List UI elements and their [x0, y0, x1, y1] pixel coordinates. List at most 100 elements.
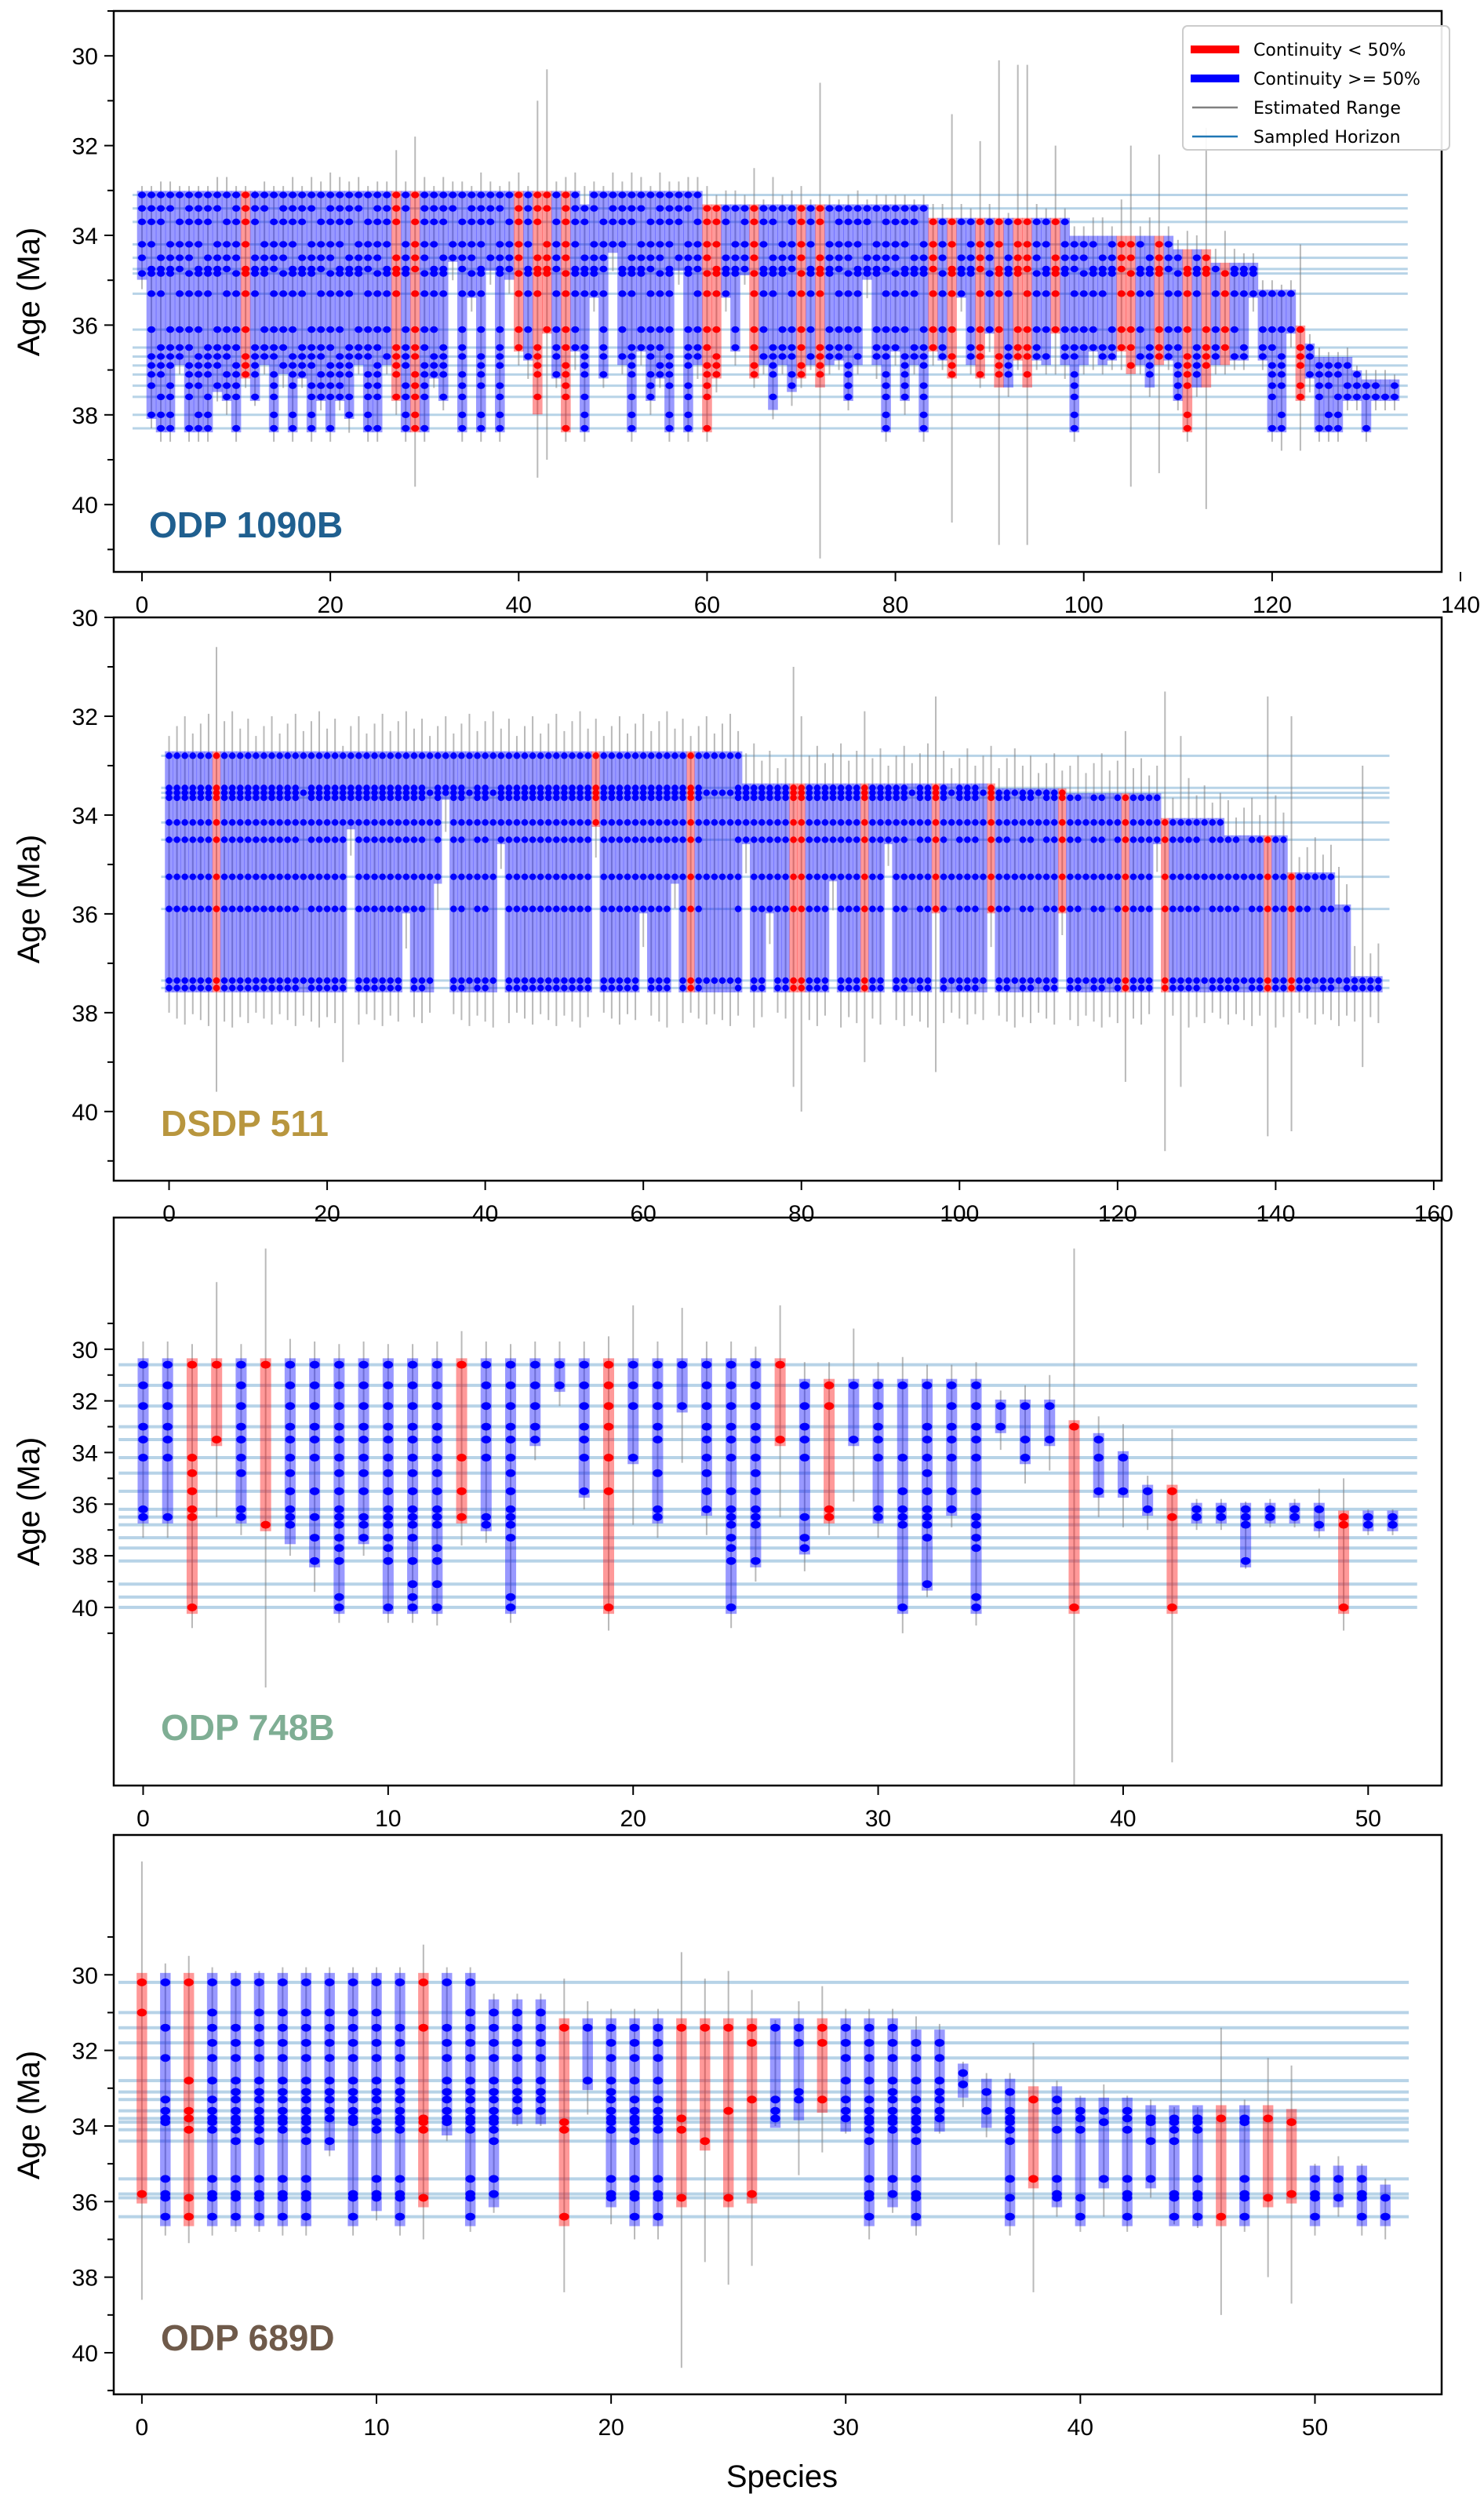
occurrence-point	[995, 789, 1002, 796]
occurrence-point	[759, 270, 768, 277]
occurrence-point	[253, 905, 260, 912]
occurrence-point	[1183, 382, 1191, 389]
occurrence-point	[1093, 1436, 1104, 1444]
occurrence-point	[456, 1454, 467, 1462]
occurrence-point	[1042, 873, 1050, 880]
range-bar-high-continuity	[402, 751, 411, 914]
occurrence-point	[355, 905, 362, 912]
occurrence-point	[1090, 873, 1097, 880]
occurrence-point	[703, 382, 711, 389]
occurrence-point	[653, 1469, 663, 1477]
occurrence-point	[869, 873, 876, 880]
occurrence-point	[355, 353, 363, 360]
occurrence-point	[213, 785, 220, 792]
occurrence-point	[964, 819, 971, 826]
occurrence-point	[392, 270, 401, 277]
occurrence-point	[592, 785, 599, 792]
occurrence-point	[1304, 873, 1311, 880]
occurrence-point	[1240, 873, 1248, 880]
occurrence-point	[292, 977, 300, 985]
occurrence-point	[1315, 362, 1323, 370]
occurrence-point	[545, 789, 552, 796]
occurrence-point	[924, 819, 932, 826]
occurrence-point	[887, 2190, 898, 2198]
occurrence-point	[863, 254, 871, 261]
range-bar-high-continuity	[252, 751, 260, 993]
occurrence-point	[358, 1360, 369, 1369]
occurrence-point	[505, 1422, 516, 1431]
occurrence-point	[646, 191, 655, 198]
occurrence-point	[1315, 371, 1323, 378]
occurrence-point	[497, 752, 505, 759]
occurrence-point	[402, 424, 410, 432]
occurrence-point	[972, 905, 979, 912]
occurrence-point	[1343, 382, 1351, 389]
range-bar-high-continuity	[939, 783, 948, 993]
occurrence-point	[371, 2095, 382, 2104]
occurrence-point	[231, 2193, 241, 2202]
range-bar-high-continuity	[947, 783, 956, 993]
occurrence-point	[1003, 977, 1010, 985]
occurrence-point	[323, 873, 331, 880]
occurrence-point	[430, 191, 438, 198]
occurrence-point	[766, 789, 773, 796]
occurrence-point	[1277, 424, 1286, 432]
occurrence-point	[882, 326, 890, 333]
occurrence-point	[872, 241, 881, 248]
occurrence-point	[1129, 794, 1137, 802]
occurrence-point	[162, 1360, 173, 1369]
occurrence-point	[207, 2054, 217, 2062]
occurrence-point	[371, 836, 378, 843]
occurrence-point	[966, 344, 975, 351]
occurrence-point	[162, 1436, 173, 1444]
range-bar-high-continuity	[963, 783, 972, 993]
range-bar-high-continuity	[212, 191, 223, 392]
occurrence-point	[260, 836, 267, 843]
occurrence-point	[627, 290, 636, 297]
occurrence-point	[515, 270, 523, 277]
occurrence-point	[787, 371, 796, 378]
occurrence-point	[474, 905, 481, 912]
occurrence-point	[251, 290, 260, 297]
occurrence-point	[964, 977, 971, 985]
occurrence-point	[213, 326, 222, 333]
occurrence-point	[442, 2118, 452, 2127]
occurrence-point	[769, 393, 777, 401]
occurrence-point	[1173, 344, 1182, 351]
occurrence-point	[577, 752, 584, 759]
range-bar-low-continuity	[1262, 2105, 1274, 2208]
occurrence-point	[285, 1436, 296, 1444]
occurrence-point	[1263, 2114, 1273, 2123]
occurrence-point	[505, 1436, 516, 1444]
occurrence-point	[872, 353, 881, 360]
occurrence-point	[395, 977, 402, 985]
occurrence-point	[882, 424, 890, 432]
occurrence-point	[395, 1978, 406, 1986]
occurrence-point	[813, 836, 821, 843]
occurrence-point	[301, 2023, 311, 2032]
occurrence-point	[513, 977, 521, 985]
occurrence-point	[897, 1603, 908, 1611]
occurrence-point	[505, 1593, 516, 1601]
occurrence-point	[465, 2125, 475, 2134]
occurrence-point	[734, 873, 742, 880]
occurrence-point	[289, 353, 297, 360]
occurrence-point	[1050, 836, 1058, 843]
range-bar-high-continuity	[900, 204, 910, 402]
range-bar-low-continuity	[676, 2018, 687, 2208]
occurrence-point	[897, 1513, 908, 1521]
occurrence-point	[829, 836, 837, 843]
occurrence-point	[864, 2175, 875, 2183]
occurrence-point	[861, 819, 868, 826]
occurrence-point	[165, 794, 173, 802]
occurrence-point	[1173, 290, 1182, 297]
occurrence-point	[972, 836, 979, 843]
occurrence-point	[1169, 977, 1177, 985]
x-tick-label: 20	[620, 1806, 646, 1832]
occurrence-point	[1114, 977, 1122, 985]
range-bar-high-continuity	[852, 783, 861, 993]
occurrence-point	[1145, 819, 1153, 826]
occurrence-point	[1264, 836, 1271, 843]
occurrence-point	[173, 905, 180, 912]
occurrence-point	[845, 819, 853, 826]
